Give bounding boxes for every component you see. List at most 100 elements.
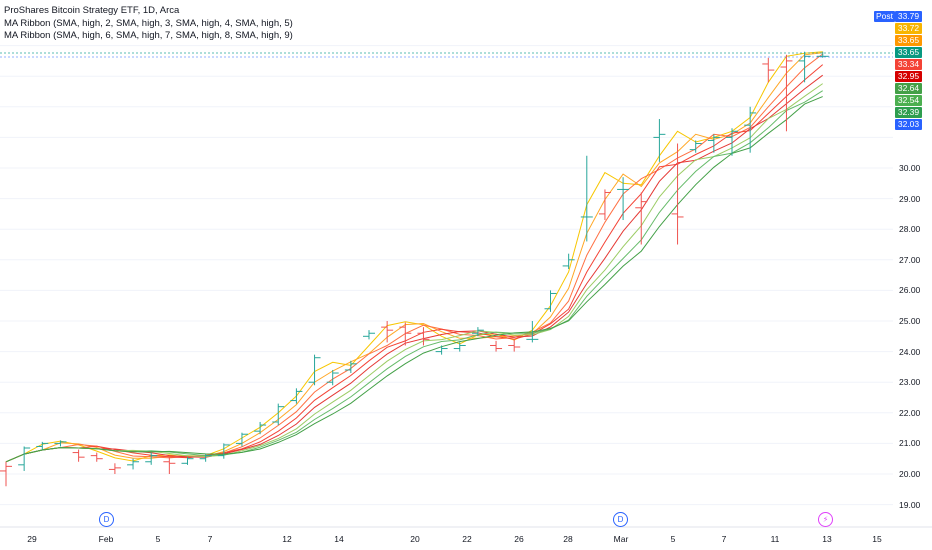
price-tick: 25.00 xyxy=(899,316,921,326)
time-tick: 22 xyxy=(462,534,472,544)
ohlc-bar xyxy=(199,454,212,462)
price-label: 33.79 xyxy=(895,11,922,22)
ohlc-bar xyxy=(544,290,557,312)
ohlc-bar xyxy=(363,330,375,340)
ohlc-bar xyxy=(417,327,430,346)
post-market-label: Post xyxy=(874,11,895,22)
grid-lines xyxy=(0,45,893,506)
dividend-marker[interactable]: D xyxy=(99,512,114,527)
ohlc-bar xyxy=(326,369,339,386)
ohlc-bar xyxy=(308,354,321,386)
ohlc-bar xyxy=(235,432,248,447)
ohlc-bar xyxy=(145,452,158,465)
ohlc-bar xyxy=(217,443,230,459)
ohlc-bar xyxy=(598,189,611,221)
ohlc-bar xyxy=(562,253,575,269)
price-label: 33.34 xyxy=(895,59,922,70)
ohlc-bar xyxy=(508,339,521,352)
price-tick: 22.00 xyxy=(899,407,921,418)
price-tick: 28.00 xyxy=(899,224,921,235)
ma-line-9 xyxy=(5,96,823,463)
time-tick: 29 xyxy=(27,534,37,544)
dividend-marker[interactable]: D xyxy=(613,512,628,527)
ohlc-bar xyxy=(580,155,593,242)
time-tick: 13 xyxy=(822,534,832,544)
ohlc-bar xyxy=(816,51,829,58)
ohlc-bar xyxy=(744,106,757,153)
ma-line-5 xyxy=(5,64,824,463)
time-tick: Mar xyxy=(613,534,629,544)
price-tick: 30.00 xyxy=(899,163,921,173)
price-tick: 23.00 xyxy=(899,377,921,388)
ohlc-bar xyxy=(726,128,738,156)
ma-line-7 xyxy=(5,83,823,463)
time-tick: 26 xyxy=(514,534,524,544)
time-tick: Feb xyxy=(98,534,114,544)
price-label: 33.65 xyxy=(895,35,922,46)
price-label: 33.65 xyxy=(895,47,922,58)
price-label: 32.03 xyxy=(895,119,922,130)
price-tick: 21.00 xyxy=(899,438,921,449)
ohlc-bar xyxy=(90,452,103,462)
ohlc-bar xyxy=(689,140,702,153)
symbol-title[interactable]: ProShares Bitcoin Strategy ETF, 1D, Arca xyxy=(4,5,180,16)
price-label: 32.95 xyxy=(895,71,922,82)
ma-ribbon-lines xyxy=(5,51,824,463)
ohlc-bar xyxy=(490,340,503,352)
time-tick: 7 xyxy=(207,534,213,544)
ohlc-bar xyxy=(762,57,775,83)
ohlc-bar xyxy=(108,463,121,474)
ohlc-bar xyxy=(163,457,176,474)
ohlc-bar xyxy=(181,457,194,465)
ohlc-bar xyxy=(36,441,49,450)
ohlc-bar xyxy=(798,51,811,83)
price-label: 32.64 xyxy=(895,83,922,94)
ma-line-6 xyxy=(5,74,824,463)
ohlc-bar xyxy=(653,119,666,162)
ma-ribbon-1-legend[interactable]: MA Ribbon (SMA, high, 2, SMA, high, 3, S… xyxy=(4,17,293,29)
time-tick: 15 xyxy=(872,534,882,544)
price-label: 32.39 xyxy=(895,107,922,118)
ohlc-bar xyxy=(399,322,412,346)
price-tick: 20.00 xyxy=(899,469,921,479)
price-tick: 29.00 xyxy=(899,193,921,204)
time-tick: 11 xyxy=(770,534,780,544)
ohlc-bar xyxy=(671,143,684,245)
ohlc-bar xyxy=(344,360,357,374)
ohlc-bar xyxy=(435,345,448,355)
ohlc-bar xyxy=(635,192,648,245)
ohlc-bar xyxy=(617,177,630,221)
time-tick: 5 xyxy=(155,534,161,544)
ohlc-bar xyxy=(381,321,394,343)
split-marker-icon[interactable]: ⚡ xyxy=(818,512,833,527)
ma-ribbon-2-legend[interactable]: MA Ribbon (SMA, high, 6, SMA, high, 7, S… xyxy=(4,30,293,41)
price-tick: 26.00 xyxy=(899,285,921,296)
time-tick: 5 xyxy=(670,534,676,544)
ohlc-bar xyxy=(254,421,267,435)
price-tick: 27.00 xyxy=(899,254,921,265)
ohlc-bar xyxy=(54,440,67,447)
ohlc-bar xyxy=(780,54,793,132)
time-tick: 14 xyxy=(334,534,344,544)
ohlc-bar xyxy=(18,446,31,471)
price-label: 32.54 xyxy=(895,95,922,106)
price-tick: 19.00 xyxy=(899,499,921,510)
ohlc-bar xyxy=(453,342,466,352)
ohlc-bar xyxy=(127,458,140,470)
ohlc-bar xyxy=(72,449,85,462)
chart-legend: ProShares Bitcoin Strategy ETF, 1D, Arca… xyxy=(4,5,293,43)
ma-line-8 xyxy=(5,90,823,463)
ma-line-3 xyxy=(5,52,823,463)
time-tick: 12 xyxy=(282,534,292,544)
time-tick: 7 xyxy=(721,534,727,544)
ma-line-2 xyxy=(5,51,823,463)
ohlc-bars xyxy=(0,51,829,487)
price-tick: 24.00 xyxy=(899,346,921,357)
ohlc-bar xyxy=(272,403,285,426)
ohlc-bar xyxy=(707,134,720,153)
ohlc-bar xyxy=(526,321,539,343)
time-tick: 28 xyxy=(563,534,573,544)
time-tick: 20 xyxy=(410,534,420,544)
price-label: 33.72 xyxy=(895,23,922,34)
